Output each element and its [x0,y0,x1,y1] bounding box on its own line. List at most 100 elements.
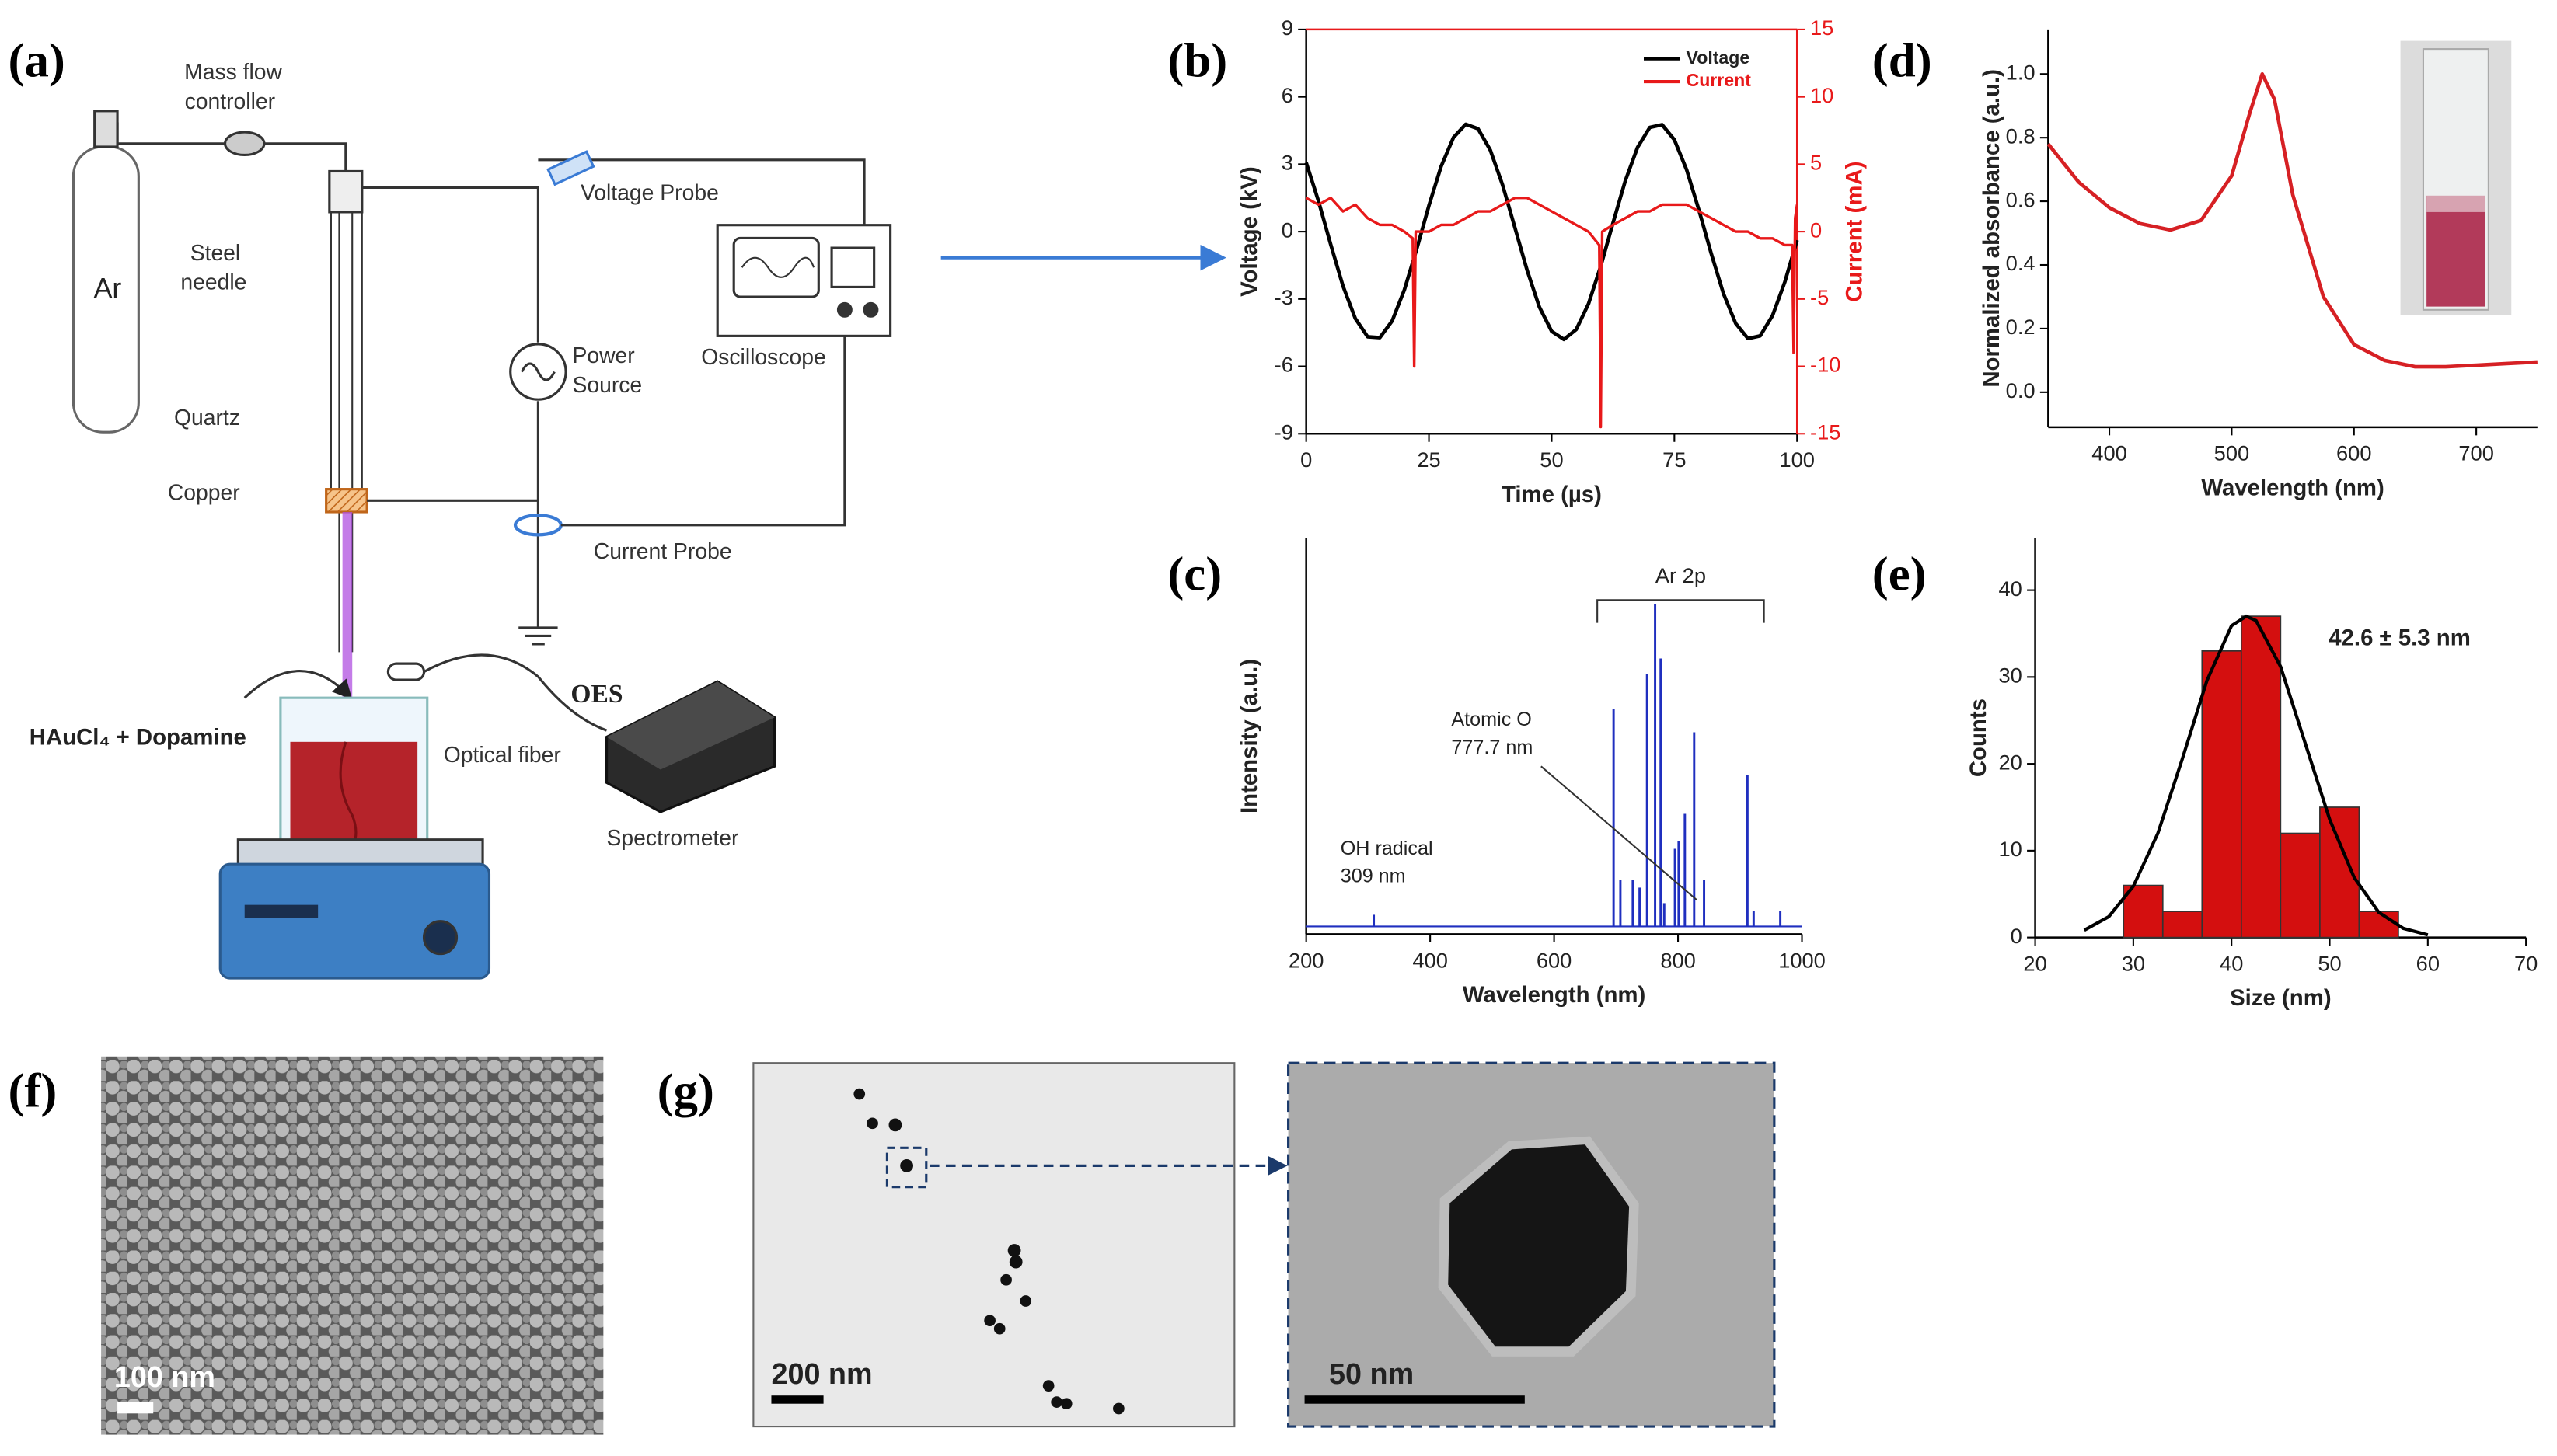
annotation: 309 nm [1341,866,1406,887]
label: Spectrometer [607,826,739,851]
diagram-labels: Mass flow controller Ar Steel needle Qua… [30,60,826,851]
y-tick-label: 6 [1282,83,1293,107]
x-tick-label: 600 [1537,948,1572,972]
y2-tick-label: 10 [1810,83,1833,107]
y-tick-label: -3 [1275,285,1293,309]
x-axis-label: Wavelength (nm) [1463,982,1645,1008]
y-tick-label: 9 [1282,16,1293,40]
x-tick-label: 75 [1662,448,1686,472]
x-tick-label: 500 [2214,441,2250,465]
y-tick-label: 3 [1282,151,1293,175]
label: needle [180,270,246,295]
x-tick-label: 25 [1417,448,1440,472]
bar [2161,911,2203,939]
cuvette-photo [2400,40,2512,315]
label: HAuCl₄ + Dopamine [30,724,246,750]
y2-tick-label: 0 [1810,218,1822,242]
annotation: Ar 2p [1655,563,1706,587]
x-axis-label: Size (nm) [2230,985,2332,1011]
y2-tick-label: 15 [1810,16,1833,40]
y-tick-label: 0 [2011,924,2022,948]
legend-label: Current [1687,70,1752,90]
bar [2201,650,2242,939]
legend-label: Voltage [1687,47,1750,68]
x-tick-label: 70 [2514,951,2538,975]
x-tick-label: 600 [2336,441,2371,465]
y-tick-label: 30 [1998,664,2022,688]
panel-label: (a) [8,33,65,88]
y2-tick-label: 5 [1810,151,1822,175]
line [2046,71,2538,369]
y2-axis-label: Current (mA) [1842,162,1868,302]
x-tick-label: 800 [1660,948,1696,972]
y-axis-label: Intensity (a.u.) [1237,659,1262,813]
y-tick-label: 20 [1998,750,2022,774]
y-axis-label: Voltage (kV) [1237,166,1262,296]
label: Oscilloscope [701,345,826,370]
y-axis-label: Normalized absorbance (a.u.) [1979,69,2004,387]
y-tick-label: 40 [1998,576,2022,601]
x-tick-label: 60 [2416,951,2440,975]
label: OES [570,680,623,709]
panel-label: (c) [1167,546,1222,601]
panel-label: (g) [658,1064,714,1118]
bar [2123,884,2164,939]
label: controller [185,89,275,114]
y2-tick-label: -15 [1810,420,1840,444]
y-tick-label: 0 [1282,218,1293,242]
label: Power [572,343,634,368]
y-tick-label: -6 [1275,353,1293,377]
label: Voltage Probe [581,180,719,205]
fit-curve [2083,614,2429,937]
x-tick-label: 400 [1412,948,1448,972]
x-tick-label: 50 [2318,951,2341,975]
y-tick-label: 1.0 [2006,60,2035,84]
bar [2240,615,2282,939]
annotation: OH radical [1341,838,1433,859]
label: Mass flow [184,60,282,85]
x-tick-label: 20 [2023,951,2046,975]
annotation: 42.6 ± 5.3 nm [2329,625,2471,650]
bar [2280,832,2321,939]
label: Steel [190,241,241,266]
setup-diagram [72,110,1226,980]
x-tick-label: 400 [2091,441,2126,465]
y2-tick-label: -5 [1810,285,1829,309]
x-tick-label: 50 [1540,448,1563,472]
label: Copper [168,480,240,505]
annotation: Atomic O [1451,709,1531,730]
x-tick-label: 40 [2220,951,2243,975]
panel-label: (b) [1167,33,1227,88]
label: Ar [94,273,122,304]
x-tick-label: 30 [2122,951,2145,975]
y-tick-label: -9 [1275,420,1293,444]
y-tick-label: 0.4 [2006,251,2035,275]
label: Source [572,373,642,398]
x-tick-label: 1000 [1778,948,1826,972]
annotation: 777.7 nm [1451,737,1533,758]
y-axis-label: Counts [1966,698,1991,777]
line [1304,122,1799,342]
x-axis-label: Time (µs) [1502,482,1602,507]
y-tick-label: 0.0 [2006,378,2035,402]
y-tick-label: 0.6 [2006,187,2035,211]
panel-label: (f) [8,1064,57,1118]
scale-bar-label: 50 nm [1329,1358,1414,1391]
line [1305,197,1798,429]
bar [2358,911,2399,939]
label: Optical fiber [444,743,561,768]
label: Quartz [174,406,240,430]
label: Current Probe [594,539,732,564]
x-tick-label: 700 [2458,441,2494,465]
y-tick-label: 0.8 [2006,124,2035,148]
x-tick-label: 100 [1779,448,1815,472]
y2-tick-label: -10 [1810,353,1840,377]
scale-bar-label: 200 nm [771,1358,872,1391]
x-tick-label: 0 [1300,448,1312,472]
annotation-line [1540,765,1697,901]
y-tick-label: 0.2 [2006,315,2035,339]
y-tick-label: 10 [1998,837,2022,861]
sem-image [101,1056,604,1435]
scale-bar-label: 100 nm [114,1361,215,1394]
